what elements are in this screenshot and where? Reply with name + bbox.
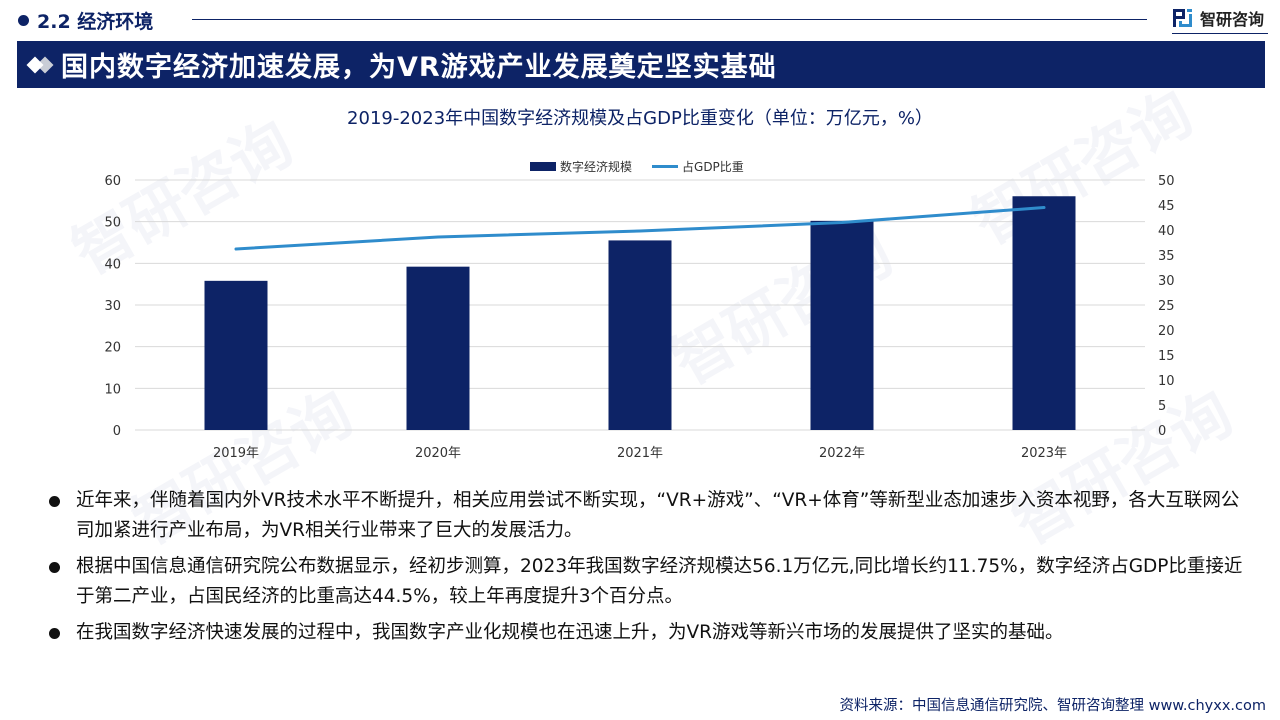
legend-line-swatch-icon bbox=[652, 165, 679, 168]
bar bbox=[810, 220, 874, 430]
bullet-list: 近年来，伴随着国内外VR技术水平不断提升，相关应用尝试不断实现，“VR+游戏”、… bbox=[42, 486, 1252, 654]
legend-bar-label: 数字经济规模 bbox=[560, 160, 633, 174]
right-axis-tick: 15 bbox=[1158, 349, 1175, 364]
bullet-text: 近年来，伴随着国内外VR技术水平不断提升，相关应用尝试不断实现，“VR+游戏”、… bbox=[76, 490, 1240, 541]
bar bbox=[406, 266, 470, 430]
section-title: 2.2 经济环境 bbox=[37, 10, 154, 33]
left-axis-tick: 50 bbox=[104, 216, 121, 231]
bullet-text: 在我国数字经济快速发展的过程中，我国数字产业化规模也在迅速上升，为VR游戏等新兴… bbox=[76, 622, 1064, 643]
right-axis-tick: 30 bbox=[1158, 274, 1175, 289]
right-axis-tick: 20 bbox=[1158, 324, 1175, 339]
x-axis-label: 2022年 bbox=[819, 446, 865, 461]
left-axis-tick: 60 bbox=[104, 174, 121, 189]
bar bbox=[204, 280, 268, 430]
chart-legend: 数字经济规模 占GDP比重 bbox=[530, 158, 744, 175]
right-axis-tick: 0 bbox=[1158, 424, 1166, 439]
bar bbox=[608, 240, 672, 430]
bullet-text: 根据中国信息通信研究院公布数据显示，经初步测算，2023年我国数字经济规模达56… bbox=[76, 556, 1243, 607]
headline-bar: 国内数字经济加速发展，为VR游戏产业发展奠定坚实基础 bbox=[17, 41, 1265, 88]
right-axis-tick: 45 bbox=[1158, 199, 1175, 214]
x-axis-label: 2020年 bbox=[415, 446, 461, 461]
right-axis-tick: 50 bbox=[1158, 174, 1175, 189]
left-axis-tick: 30 bbox=[104, 299, 121, 314]
x-axis-label: 2021年 bbox=[617, 446, 663, 461]
bullet-dot-icon bbox=[49, 562, 60, 573]
right-axis-tick: 5 bbox=[1158, 399, 1166, 414]
section-header: 2.2 经济环境 bbox=[18, 6, 153, 34]
left-axis-tick: 40 bbox=[104, 257, 121, 272]
brand-logo: 智研咨询 bbox=[1172, 6, 1264, 30]
bullet-dot-icon bbox=[49, 628, 60, 639]
headline: 国内数字经济加速发展，为VR游戏产业发展奠定坚实基础 bbox=[61, 52, 777, 83]
gdp-share-line bbox=[234, 206, 1046, 251]
right-axis-tick: 35 bbox=[1158, 249, 1175, 264]
x-axis-label: 2023年 bbox=[1021, 446, 1067, 461]
brand-divider bbox=[1172, 33, 1268, 34]
bullet-dot-icon bbox=[18, 14, 29, 26]
x-axis-label: 2019年 bbox=[213, 446, 259, 461]
bullet-item: 近年来，伴随着国内外VR技术水平不断提升，相关应用尝试不断实现，“VR+游戏”、… bbox=[42, 486, 1252, 546]
combo-chart: 0 10 20 30 40 50 60 0 5 10 15 20 25 30 35 40 45 50 2019年 20… bbox=[104, 174, 1175, 461]
header-divider bbox=[192, 19, 1147, 20]
source-note: 资料来源：中国信息通信研究院、智研咨询整理 www.chyxx.com bbox=[839, 698, 1266, 714]
legend-line-label: 占GDP比重 bbox=[682, 160, 744, 174]
right-axis-tick: 10 bbox=[1158, 374, 1175, 389]
left-axis-tick: 10 bbox=[104, 382, 121, 397]
right-axis-tick: 25 bbox=[1158, 299, 1175, 314]
left-axis-tick: 20 bbox=[104, 341, 121, 356]
bullet-dot-icon bbox=[49, 496, 60, 507]
right-axis-tick: 40 bbox=[1158, 224, 1175, 239]
chart-title: 2019-2023年中国数字经济规模及占GDP比重变化（单位：万亿元，%） bbox=[347, 108, 933, 129]
left-axis-tick: 0 bbox=[113, 424, 121, 439]
bullet-item: 在我国数字经济快速发展的过程中，我国数字产业化规模也在迅速上升，为VR游戏等新兴… bbox=[42, 618, 1252, 648]
brand-logo-icon bbox=[1173, 9, 1192, 27]
brand-name: 智研咨询 bbox=[1200, 10, 1265, 29]
legend-bar-swatch-icon bbox=[530, 162, 556, 171]
bullet-item: 根据中国信息通信研究院公布数据显示，经初步测算，2023年我国数字经济规模达56… bbox=[42, 552, 1252, 612]
bar bbox=[1012, 196, 1076, 430]
